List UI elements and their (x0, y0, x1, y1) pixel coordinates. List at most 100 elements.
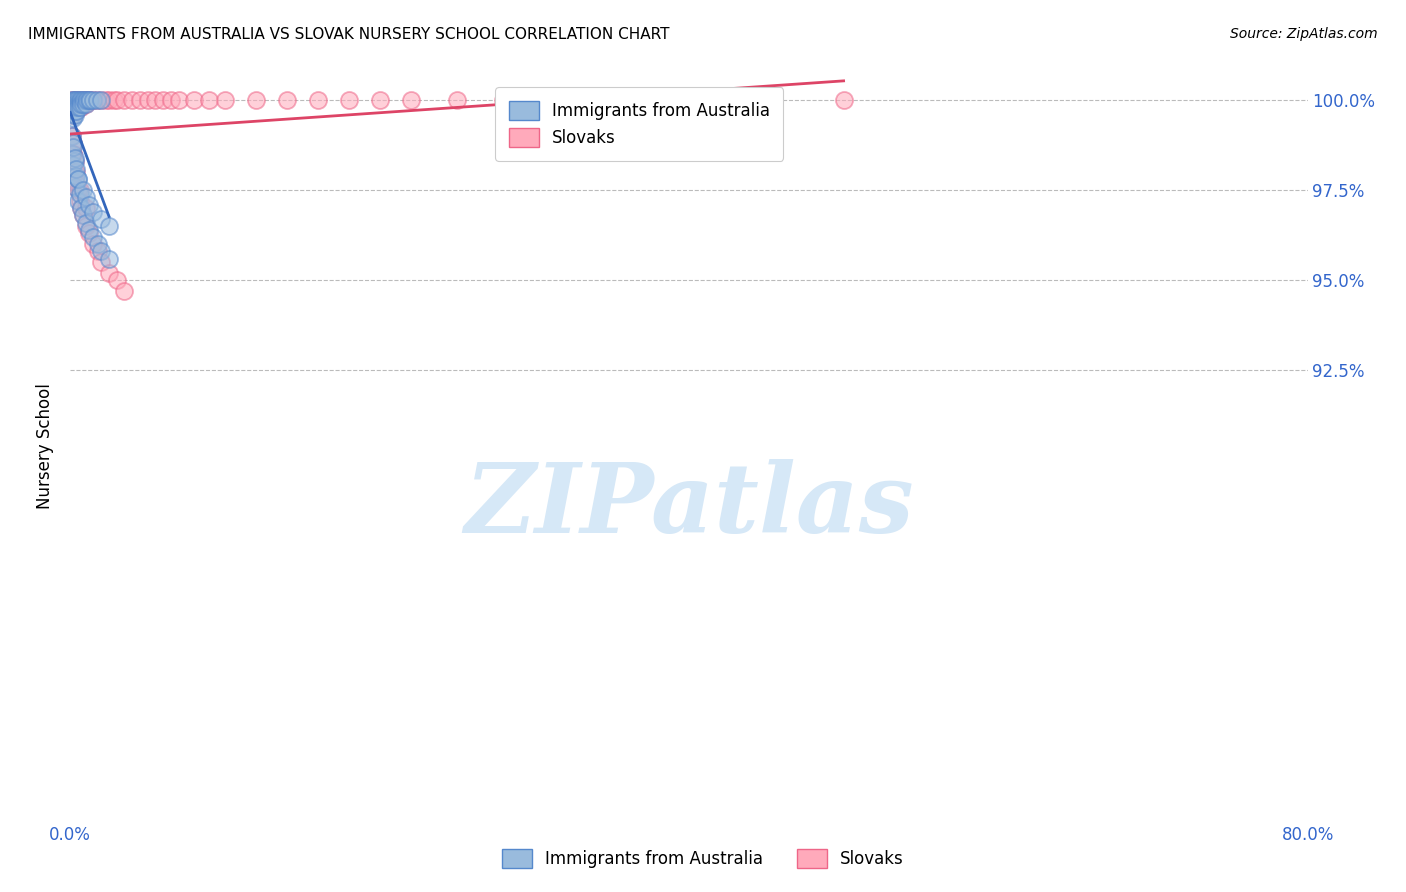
Point (69, 96, 91, 111)
Point (60, 93, 83, 107)
Point (67, 183, 90, 197)
Point (60, 129, 83, 144)
Point (75, 93, 97, 107)
Point (60, 103, 83, 118)
Point (167, 93, 190, 107)
Point (72, 209, 94, 223)
Point (145, 93, 166, 107)
Point (65, 100, 87, 114)
Point (90, 93, 112, 107)
Point (72, 93, 94, 107)
Point (62, 103, 84, 118)
Point (60, 93, 83, 107)
Point (105, 93, 128, 107)
Point (214, 93, 236, 107)
Point (62, 107, 84, 121)
Point (129, 93, 152, 107)
Point (76, 93, 98, 107)
Point (65, 176, 87, 190)
Point (98, 252, 120, 266)
Text: Source: ZipAtlas.com: Source: ZipAtlas.com (1230, 27, 1378, 41)
Point (70, 96, 93, 111)
Point (67, 100, 90, 114)
Text: R = 0.146   N = 68: R = 0.146 N = 68 (534, 88, 704, 106)
Point (90, 244, 112, 259)
Point (65, 161, 87, 176)
Point (60, 96, 83, 111)
Point (86, 93, 108, 107)
Point (82, 93, 105, 107)
Point (62, 136, 84, 151)
Point (72, 96, 94, 111)
Point (69, 96, 91, 111)
Point (70, 96, 93, 111)
Point (72, 209, 94, 223)
Point (98, 266, 120, 280)
Point (75, 219, 97, 234)
Point (82, 93, 105, 107)
Point (65, 100, 87, 114)
Point (63, 151, 86, 165)
Point (65, 103, 87, 118)
Point (62, 107, 84, 121)
Point (94, 93, 117, 107)
Point (60, 96, 83, 111)
Point (65, 96, 87, 111)
Point (755, 93, 778, 107)
Point (65, 93, 87, 107)
Point (63, 96, 86, 111)
Point (63, 100, 86, 114)
Point (77, 197, 100, 211)
Y-axis label: Nursery School: Nursery School (37, 383, 55, 509)
Point (60, 100, 83, 114)
Point (70, 201, 93, 215)
Point (198, 93, 221, 107)
Legend: Immigrants from Australia, Slovaks: Immigrants from Australia, Slovaks (495, 87, 783, 161)
Point (69, 100, 91, 114)
Point (70, 201, 93, 215)
Point (65, 165, 87, 179)
Point (492, 93, 515, 107)
Point (103, 93, 125, 107)
Point (86, 93, 108, 107)
Point (72, 183, 94, 197)
Point (90, 212, 112, 227)
Point (76, 93, 98, 107)
Point (67, 93, 90, 107)
Point (136, 93, 159, 107)
Point (77, 223, 100, 237)
Point (63, 103, 86, 118)
Point (63, 93, 86, 107)
Point (69, 93, 91, 107)
Text: IMMIGRANTS FROM AUSTRALIA VS SLOVAK NURSERY SCHOOL CORRELATION CHART: IMMIGRANTS FROM AUSTRALIA VS SLOVAK NURS… (28, 27, 669, 42)
Point (69, 100, 91, 114)
Point (69, 186, 91, 201)
Point (62, 111, 84, 125)
Point (98, 93, 120, 107)
Point (67, 100, 90, 114)
Point (60, 96, 83, 111)
Point (62, 96, 84, 111)
Point (77, 93, 100, 107)
Point (121, 93, 143, 107)
Point (67, 172, 90, 186)
Point (62, 136, 84, 151)
Point (62, 100, 84, 114)
Point (75, 96, 97, 111)
Point (67, 96, 90, 111)
Point (77, 227, 100, 241)
Point (63, 107, 86, 121)
Point (67, 194, 90, 208)
Point (63, 179, 86, 194)
Point (82, 204, 105, 219)
Point (105, 273, 128, 287)
Point (98, 219, 120, 234)
Point (63, 100, 86, 114)
Point (62, 140, 84, 154)
Point (368, 93, 391, 107)
Point (65, 93, 87, 107)
Point (70, 93, 93, 107)
Point (62, 96, 84, 111)
Point (183, 93, 205, 107)
Point (90, 93, 112, 107)
